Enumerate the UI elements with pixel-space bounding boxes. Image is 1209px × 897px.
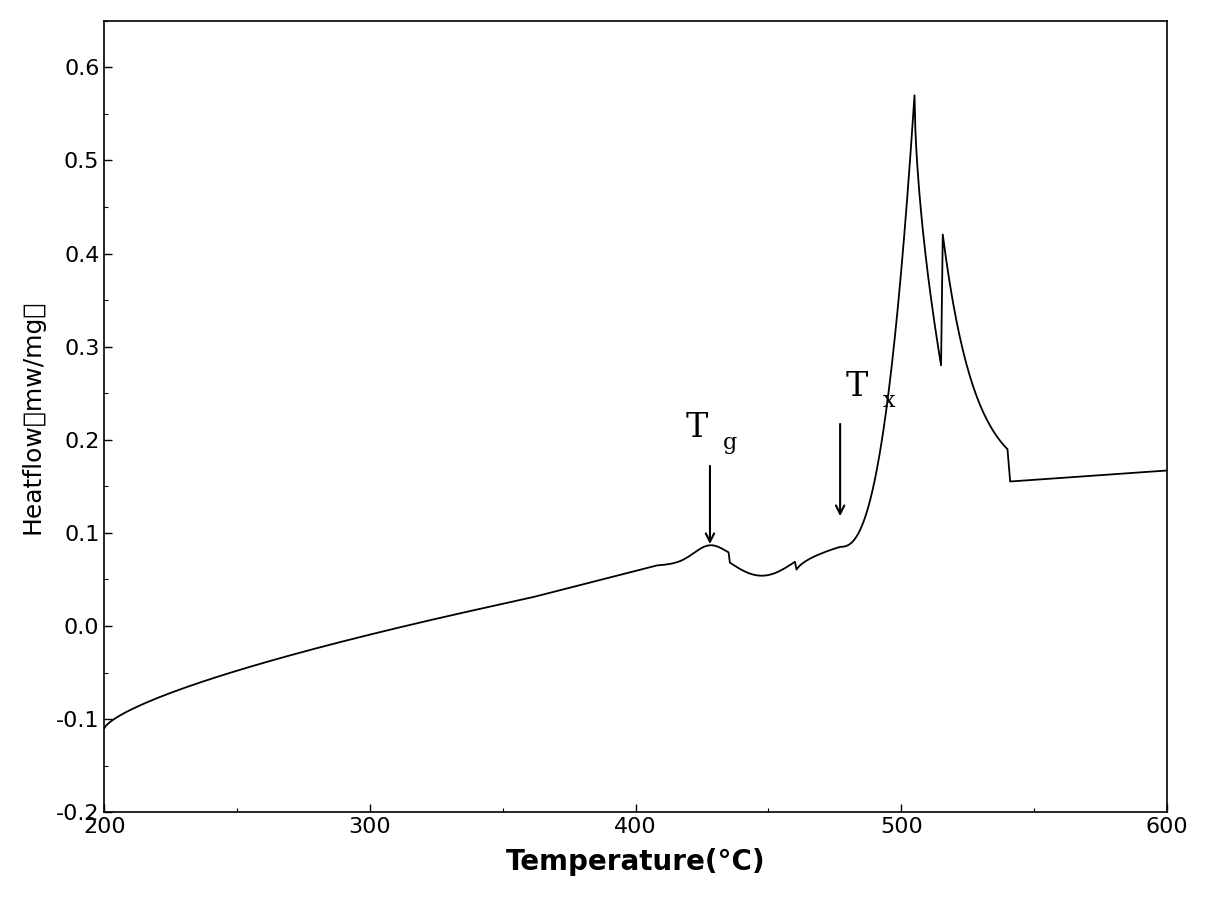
Text: T: T [845, 370, 868, 403]
X-axis label: Temperature(°C): Temperature(°C) [505, 849, 765, 876]
Text: T: T [686, 413, 708, 444]
Text: g: g [723, 431, 737, 454]
Text: x: x [883, 390, 895, 412]
Y-axis label: Heatflow（mw/mg）: Heatflow（mw/mg） [21, 300, 45, 534]
